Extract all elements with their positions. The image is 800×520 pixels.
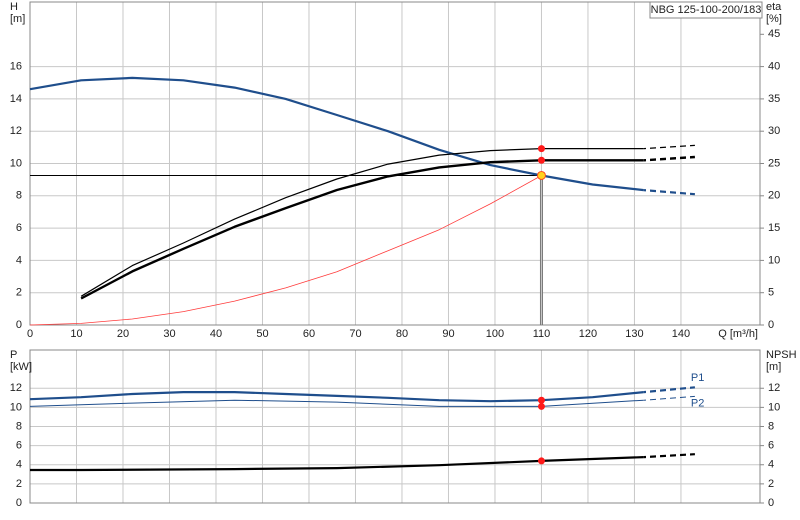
y-tick-label: 2 (16, 478, 22, 490)
y2-tick-label: 30 (768, 125, 780, 137)
x-tick-label: 70 (349, 328, 361, 340)
y2-tick-label: 12 (768, 382, 780, 394)
y-tick-label: 6 (16, 440, 22, 452)
x-tick-label: 60 (303, 328, 315, 340)
x-tick-label: 80 (396, 328, 408, 340)
title-box (649, 1, 763, 19)
x-tick-label: 10 (70, 328, 82, 340)
chart-title: NBG 125-100-200/183 (651, 4, 762, 16)
y2-tick-label: 10 (768, 254, 780, 266)
operating-point (537, 402, 545, 410)
curve (29, 76, 695, 196)
operating-point (537, 396, 545, 404)
y2-axis-unit: [%] (766, 13, 782, 25)
plot-frame (29, 349, 761, 504)
x-tick-label: 120 (579, 328, 597, 340)
y-tick-label: 8 (16, 420, 22, 432)
y2-tick-label: 20 (768, 190, 780, 202)
y2-tick-label: 40 (768, 61, 780, 73)
y2-tick-label: 5 (768, 287, 774, 299)
x-tick-label: 30 (163, 328, 175, 340)
y-tick-label: 10 (10, 157, 22, 169)
y-tick-label: 12 (10, 382, 22, 394)
y-tick-label: 2 (16, 287, 22, 299)
x-tick-label: 40 (210, 328, 222, 340)
y2-tick-label: 45 (768, 28, 780, 40)
y2-tick-label: 8 (768, 420, 774, 432)
curve (29, 386, 696, 403)
y-tick-label: 4 (16, 254, 22, 266)
x-tick-label: 110 (533, 328, 551, 340)
y2-tick-label: 35 (768, 93, 780, 105)
y2-axis-unit: [m] (766, 361, 781, 373)
y-tick-label: 12 (10, 125, 22, 137)
y2-tick-label: 0 (768, 497, 774, 509)
x-axis-label: Q [m³/h] (718, 328, 758, 340)
x-tick-label: 130 (625, 328, 643, 340)
curve (80, 155, 695, 300)
y-axis-label: H (10, 1, 18, 13)
y2-tick-label: 25 (768, 157, 780, 169)
x-tick-label: 20 (117, 328, 129, 340)
x-tick-label: 100 (486, 328, 504, 340)
x-tick-label: 0 (27, 328, 33, 340)
curve (29, 175, 542, 326)
y-axis-unit: [kW] (10, 361, 32, 373)
x-tick-label: 140 (672, 328, 690, 340)
curve (29, 395, 695, 407)
plot-frame (29, 1, 761, 326)
y-tick-label: 6 (16, 222, 22, 234)
y-tick-label: 0 (16, 497, 22, 509)
y-tick-label: 0 (16, 319, 22, 331)
curve (80, 144, 695, 297)
y-tick-label: 16 (10, 61, 22, 73)
duty-point (536, 170, 546, 180)
y2-tick-label: 4 (768, 459, 774, 471)
x-tick-label: 90 (442, 328, 454, 340)
y2-tick-label: 2 (768, 478, 774, 490)
curve (30, 453, 695, 472)
y2-tick-label: 15 (768, 222, 780, 234)
x-tick-label: 50 (256, 328, 268, 340)
y2-axis-label: NPSH (766, 349, 797, 361)
y2-tick-label: 0 (768, 319, 774, 331)
y-axis-unit: [m] (10, 13, 25, 25)
y2-tick-label: 10 (768, 401, 780, 413)
y-tick-label: 10 (10, 401, 22, 413)
y-tick-label: 8 (16, 190, 22, 202)
y-tick-label: 14 (10, 93, 22, 105)
series-label: P1 (691, 372, 704, 384)
y2-axis-label: eta (766, 1, 782, 13)
series-label: P2 (691, 397, 704, 409)
operating-point (537, 145, 545, 153)
operating-point (537, 457, 545, 465)
y2-tick-label: 6 (768, 440, 774, 452)
y-tick-label: 4 (16, 459, 22, 471)
operating-point (537, 156, 545, 164)
y-axis-label: P (10, 349, 17, 361)
